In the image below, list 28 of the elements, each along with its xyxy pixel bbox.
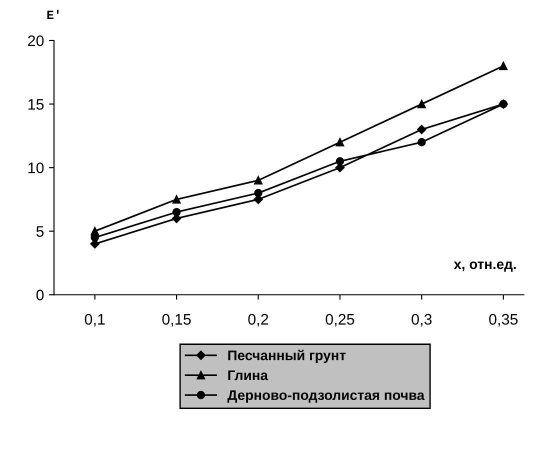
point	[172, 208, 181, 216]
x-tick-label: 0,35	[489, 314, 518, 327]
y-axis-title: E'	[47, 10, 59, 19]
point	[336, 138, 344, 146]
point	[499, 62, 508, 70]
x-tick-label: 0,15	[162, 314, 191, 327]
legend-label: Песчанный грунт	[228, 350, 346, 364]
point	[418, 138, 426, 146]
point	[417, 124, 426, 134]
legend-label: Глина	[228, 370, 268, 380]
y-tick-label: 5	[36, 226, 44, 237]
point	[90, 227, 100, 236]
point	[172, 195, 181, 204]
y-tick-label: 20	[28, 35, 44, 46]
point	[254, 188, 262, 198]
point	[499, 100, 508, 108]
x-tick-label: 0,2	[248, 314, 268, 327]
x-axis-title: x, отн.ед.	[454, 262, 516, 272]
legend-label: Дерново-подзолистая почва	[227, 390, 425, 403]
x-tick-label: 0,3	[412, 314, 432, 327]
y-tick-label: 15	[28, 99, 44, 110]
y-tick-label: 0	[36, 290, 44, 300]
point	[418, 100, 426, 108]
y-tick-label: 10	[28, 162, 44, 174]
x-tick-label: 0,1	[84, 314, 105, 327]
x-tick-label: 0,25	[326, 314, 354, 327]
point	[336, 157, 344, 166]
point	[254, 176, 262, 185]
